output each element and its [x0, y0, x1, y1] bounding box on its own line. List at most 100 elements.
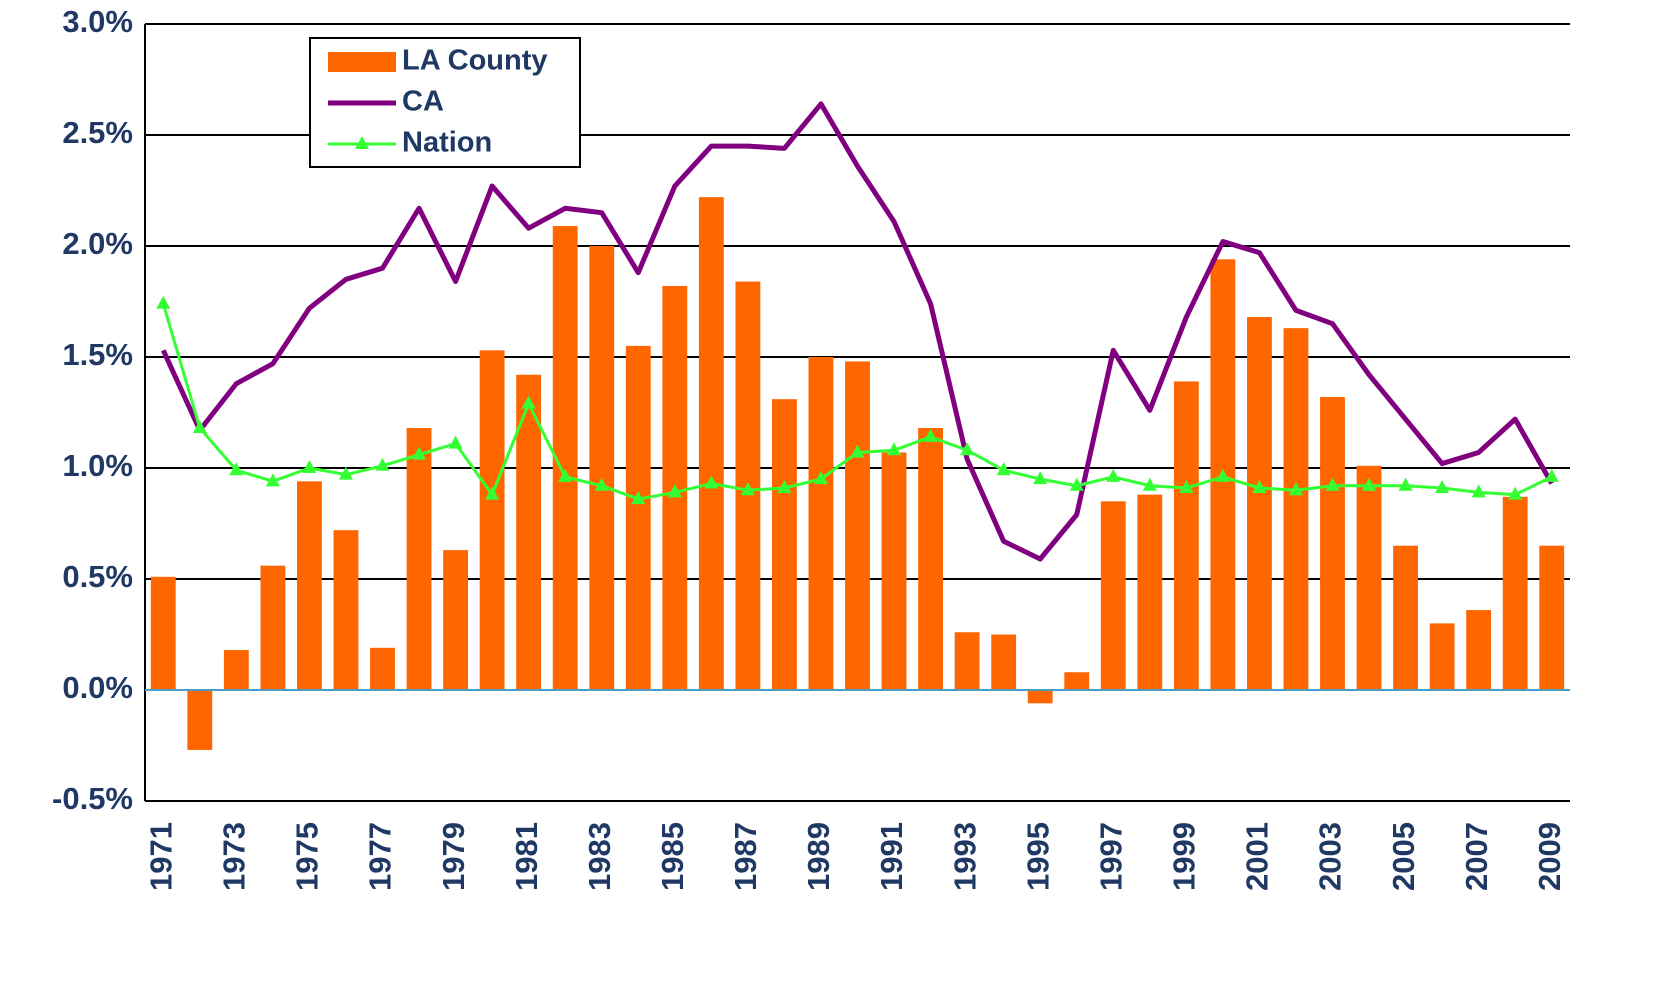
marker [960, 442, 975, 456]
marker [338, 466, 353, 480]
marker [485, 486, 500, 500]
marker [1252, 479, 1267, 493]
bar [1429, 623, 1455, 690]
bar [297, 481, 322, 690]
marker [887, 442, 902, 456]
x-tick-label: 1993 [947, 822, 982, 891]
x-tick-label: 1977 [363, 822, 398, 891]
bar [260, 565, 286, 690]
x-tick-label: 1973 [217, 822, 252, 891]
bar [1283, 328, 1309, 690]
marker [996, 462, 1011, 476]
x-tick-label: 1979 [436, 822, 471, 891]
x-tick-label: 1995 [1020, 822, 1055, 891]
marker [1069, 477, 1084, 491]
x-tick-label: 2007 [1459, 822, 1494, 891]
marker [302, 460, 317, 473]
bar [150, 576, 176, 690]
marker [1508, 486, 1523, 500]
bar [881, 452, 907, 690]
x-tick-label: 1985 [655, 822, 690, 891]
marker [667, 484, 682, 498]
bar [479, 350, 505, 690]
x-tick-label: 1997 [1093, 822, 1128, 891]
marker [558, 468, 573, 482]
x-tick-label: 1983 [582, 822, 617, 891]
marker [631, 491, 646, 505]
marker [156, 295, 171, 309]
marker [850, 444, 865, 458]
bar [1466, 610, 1492, 690]
bar [698, 197, 724, 690]
bar [223, 650, 249, 690]
marker [229, 462, 244, 476]
bar [918, 428, 943, 690]
bar [625, 345, 651, 690]
marker [265, 473, 280, 487]
marker [704, 475, 719, 489]
x-tick-label: 1987 [728, 822, 763, 891]
bar [1393, 545, 1418, 690]
y-tick-label: 1.5% [62, 337, 133, 372]
legend-label: LA County [402, 45, 548, 77]
marker [1398, 477, 1413, 491]
bar [1539, 545, 1565, 690]
marker [594, 477, 609, 491]
legend-swatch [328, 52, 396, 72]
bar [1320, 396, 1345, 690]
bar [1173, 381, 1199, 690]
marker [1106, 468, 1121, 482]
bar [443, 550, 468, 690]
x-tick-label: 2003 [1313, 822, 1348, 891]
marker [923, 428, 938, 442]
bar [772, 399, 797, 690]
y-tick-label: 2.5% [62, 115, 133, 150]
x-tick-label: 2001 [1240, 822, 1275, 891]
bar [954, 632, 980, 690]
legend: LA County CA Nation [309, 37, 581, 168]
x-tick-label: 2005 [1386, 822, 1421, 891]
bar [1502, 496, 1528, 690]
marker [740, 482, 755, 496]
y-tick-label: 2.0% [62, 226, 133, 261]
bar [1064, 672, 1090, 690]
legend-label: CA [402, 86, 444, 118]
x-tick-label: 1981 [509, 822, 544, 891]
bar [808, 357, 834, 690]
x-tick-label: 1991 [874, 822, 909, 891]
y-tick-label: 0.5% [62, 559, 133, 594]
bar [1356, 465, 1382, 690]
x-tick-label: 1999 [1167, 822, 1202, 891]
marker [777, 479, 792, 493]
marker [1215, 468, 1230, 482]
bar [991, 634, 1017, 690]
x-tick-label: 2009 [1532, 822, 1567, 891]
y-tick-label: 1.0% [62, 448, 133, 483]
marker [813, 471, 828, 485]
marker [1544, 468, 1559, 482]
bar [333, 530, 359, 690]
marker [1179, 479, 1194, 493]
bar [187, 690, 213, 750]
y-tick-label: -0.5% [52, 781, 133, 816]
bar [406, 428, 432, 690]
marker [1435, 479, 1450, 493]
x-tick-label: 1971 [143, 822, 178, 891]
marker [1142, 477, 1157, 491]
y-tick-label: 0.0% [62, 670, 133, 705]
bar [1027, 690, 1053, 704]
marker [1288, 482, 1303, 496]
legend-marker [355, 136, 369, 149]
marker [1362, 477, 1377, 491]
x-tick-label: 1989 [801, 822, 836, 891]
bar [845, 361, 870, 690]
marker [412, 446, 427, 460]
marker [521, 395, 536, 409]
bar [1100, 501, 1126, 690]
x-tick-label: 1975 [290, 822, 325, 891]
bar [1137, 494, 1163, 690]
marker [1033, 471, 1048, 485]
marker [448, 435, 463, 449]
